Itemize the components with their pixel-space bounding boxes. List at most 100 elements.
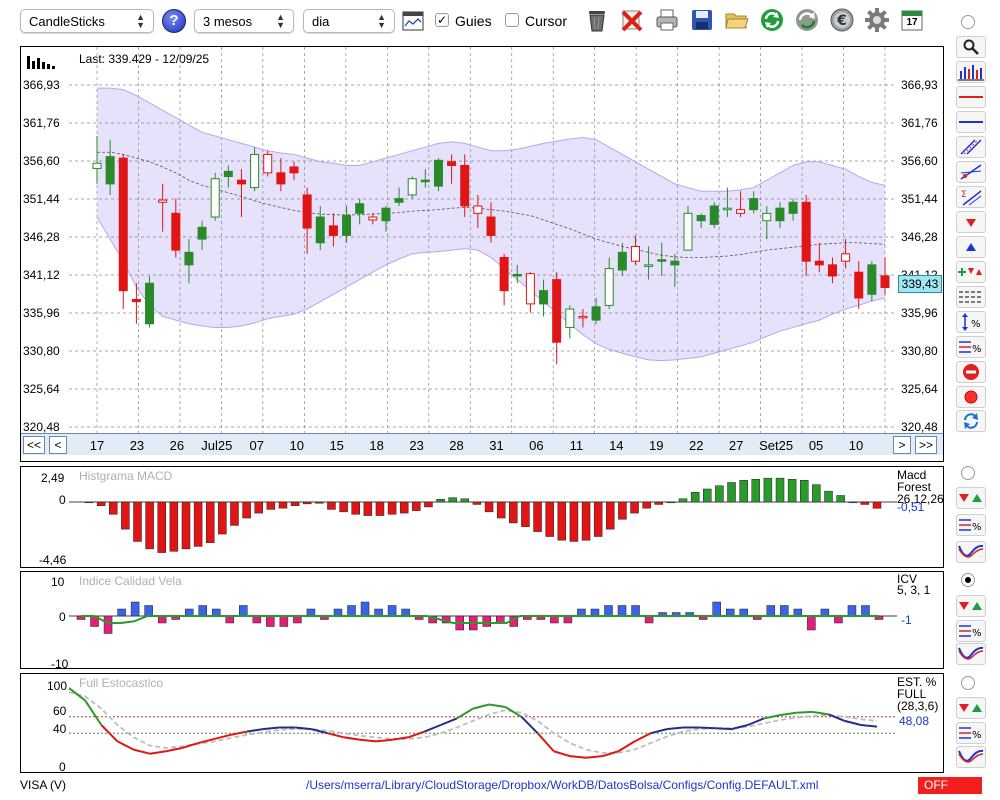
candle <box>407 176 417 199</box>
update-data-button[interactable] <box>793 6 821 34</box>
off-indicator[interactable]: OFF <box>918 777 982 794</box>
macd-bar <box>678 498 688 503</box>
stoch-signals-button[interactable] <box>956 697 986 719</box>
calendar-button[interactable]: 17 <box>898 6 926 34</box>
icv-bar <box>725 608 735 617</box>
stoch-k-segment <box>165 746 183 753</box>
macd-bar <box>581 501 591 541</box>
icv-curve-button[interactable] <box>956 643 986 665</box>
refresh-button[interactable] <box>758 6 786 34</box>
nav-prev-button[interactable]: < <box>49 436 67 454</box>
chart-type-select[interactable]: CandleSticks ▲ ▼ <box>20 9 154 33</box>
y-tick-label: 320,48 <box>901 420 938 434</box>
print-button[interactable] <box>653 6 681 34</box>
macd-panel[interactable]: 2,49 0 -4,46 Histgrama MACD Macd Forest … <box>20 466 944 568</box>
icv-panel-radio[interactable] <box>961 573 975 587</box>
icv-bar <box>117 608 126 617</box>
macd-bar <box>690 491 700 503</box>
down-arrow-button[interactable] <box>956 211 986 233</box>
icv-plot[interactable] <box>69 572 897 668</box>
stoch-params: (28,3,6) <box>897 699 939 713</box>
up-arrow-button[interactable] <box>956 236 986 258</box>
period-select[interactable]: 3 mesos ▲ ▼ <box>194 9 294 33</box>
icv-bar <box>590 608 600 617</box>
macd-bar <box>654 501 664 505</box>
guides-checkbox[interactable]: ✓ <box>435 13 449 27</box>
percent-lines-button[interactable]: % <box>956 336 986 358</box>
macd-bar <box>424 501 433 508</box>
currency-button[interactable]: € <box>828 6 856 34</box>
chart-window-button[interactable] <box>400 8 426 34</box>
price-chart-panel[interactable]: Last: 339.429 - 12/09/25 366,93 361,76 3… <box>20 46 944 462</box>
interval-select[interactable]: dia ▲ ▼ <box>303 9 395 33</box>
candle <box>433 158 443 192</box>
icv-params: 5, 3, 1 <box>897 583 931 597</box>
stochastic-plot[interactable] <box>69 674 897 772</box>
trendline-tool-button[interactable] <box>956 161 986 183</box>
fibonacci-tool-button[interactable]: Σ <box>956 186 986 208</box>
stoch-k-segment <box>796 710 813 714</box>
channel-tool-button[interactable] <box>956 136 986 158</box>
nav-first-button[interactable]: << <box>23 436 45 454</box>
sync-globe-icon <box>796 9 818 31</box>
stoch-k-segment <box>747 717 765 726</box>
grid-lines-button[interactable] <box>956 286 986 308</box>
swap-arrows-icon <box>964 413 978 429</box>
chevron-updown-icon: ▲ ▼ <box>136 12 145 30</box>
percent-lines-icon: % <box>959 625 982 639</box>
icv-panel[interactable]: 10 0 -10 Indice Calidad Vela ICV 5, 3, 1… <box>20 571 944 671</box>
date-label: 15 <box>329 438 344 453</box>
candle-body <box>368 216 378 221</box>
svg-text:Σ: Σ <box>961 190 967 200</box>
stoch-k-segment <box>359 738 377 743</box>
candlestick-plot[interactable] <box>69 47 897 433</box>
stoch-panel-radio[interactable] <box>961 676 975 690</box>
macd-curve-button[interactable] <box>956 541 986 563</box>
add-signal-button[interactable] <box>956 261 986 283</box>
horizontal-line-red-button[interactable] <box>956 86 986 108</box>
y-tick-label: 335,96 <box>23 306 60 320</box>
cursor-checkbox[interactable] <box>505 13 519 27</box>
macd-lines-button[interactable]: % <box>956 514 986 536</box>
candle-body <box>210 178 220 218</box>
macd-panel-radio[interactable] <box>961 466 975 480</box>
save-button[interactable] <box>688 6 716 34</box>
indicators-button[interactable] <box>956 61 986 83</box>
candle-body <box>841 253 851 262</box>
no-entry-button[interactable] <box>956 361 986 383</box>
swap-button[interactable] <box>956 410 986 432</box>
red-green-arrows-icon <box>959 494 982 502</box>
stoch-title: Full Estocastico <box>79 676 164 690</box>
stoch-lines-button[interactable]: % <box>956 722 986 744</box>
stochastic-panel[interactable]: 100 60 40 0 Full Estocastico EST. % FULL… <box>20 673 944 774</box>
delete-button[interactable] <box>618 6 646 34</box>
macd-histogram-plot[interactable] <box>69 467 897 567</box>
macd-bar <box>387 501 397 515</box>
nav-last-button[interactable]: >> <box>915 436 937 454</box>
icv-bar <box>239 605 248 617</box>
y-tick-label: -4,46 <box>39 553 67 567</box>
floppy-disk-icon <box>692 10 712 30</box>
config-path-link[interactable]: /Users/mserra/Library/CloudStorage/Dropb… <box>306 778 819 792</box>
main-panel-radio[interactable] <box>961 15 975 29</box>
record-button[interactable] <box>956 386 986 408</box>
icv-bar <box>793 608 803 617</box>
candle-body <box>670 260 680 266</box>
settings-button[interactable] <box>863 6 891 34</box>
zoom-button[interactable] <box>956 36 986 58</box>
candle-body <box>630 245 640 262</box>
open-folder-button[interactable] <box>723 6 751 34</box>
stoch-curve-button[interactable] <box>956 746 986 768</box>
icv-bar <box>212 608 221 617</box>
help-button[interactable]: ? <box>162 9 186 33</box>
icv-lines-button[interactable]: % <box>956 620 986 642</box>
icv-signals-button[interactable] <box>956 595 986 617</box>
percent-range-button[interactable]: % <box>956 311 986 333</box>
calendar-icon <box>901 10 923 31</box>
candle <box>827 257 837 284</box>
candle <box>762 205 772 240</box>
macd-signals-button[interactable] <box>956 487 986 509</box>
horizontal-line-blue-button[interactable] <box>956 111 986 133</box>
nav-next-button[interactable]: > <box>893 436 911 454</box>
trash-button[interactable] <box>583 6 611 34</box>
